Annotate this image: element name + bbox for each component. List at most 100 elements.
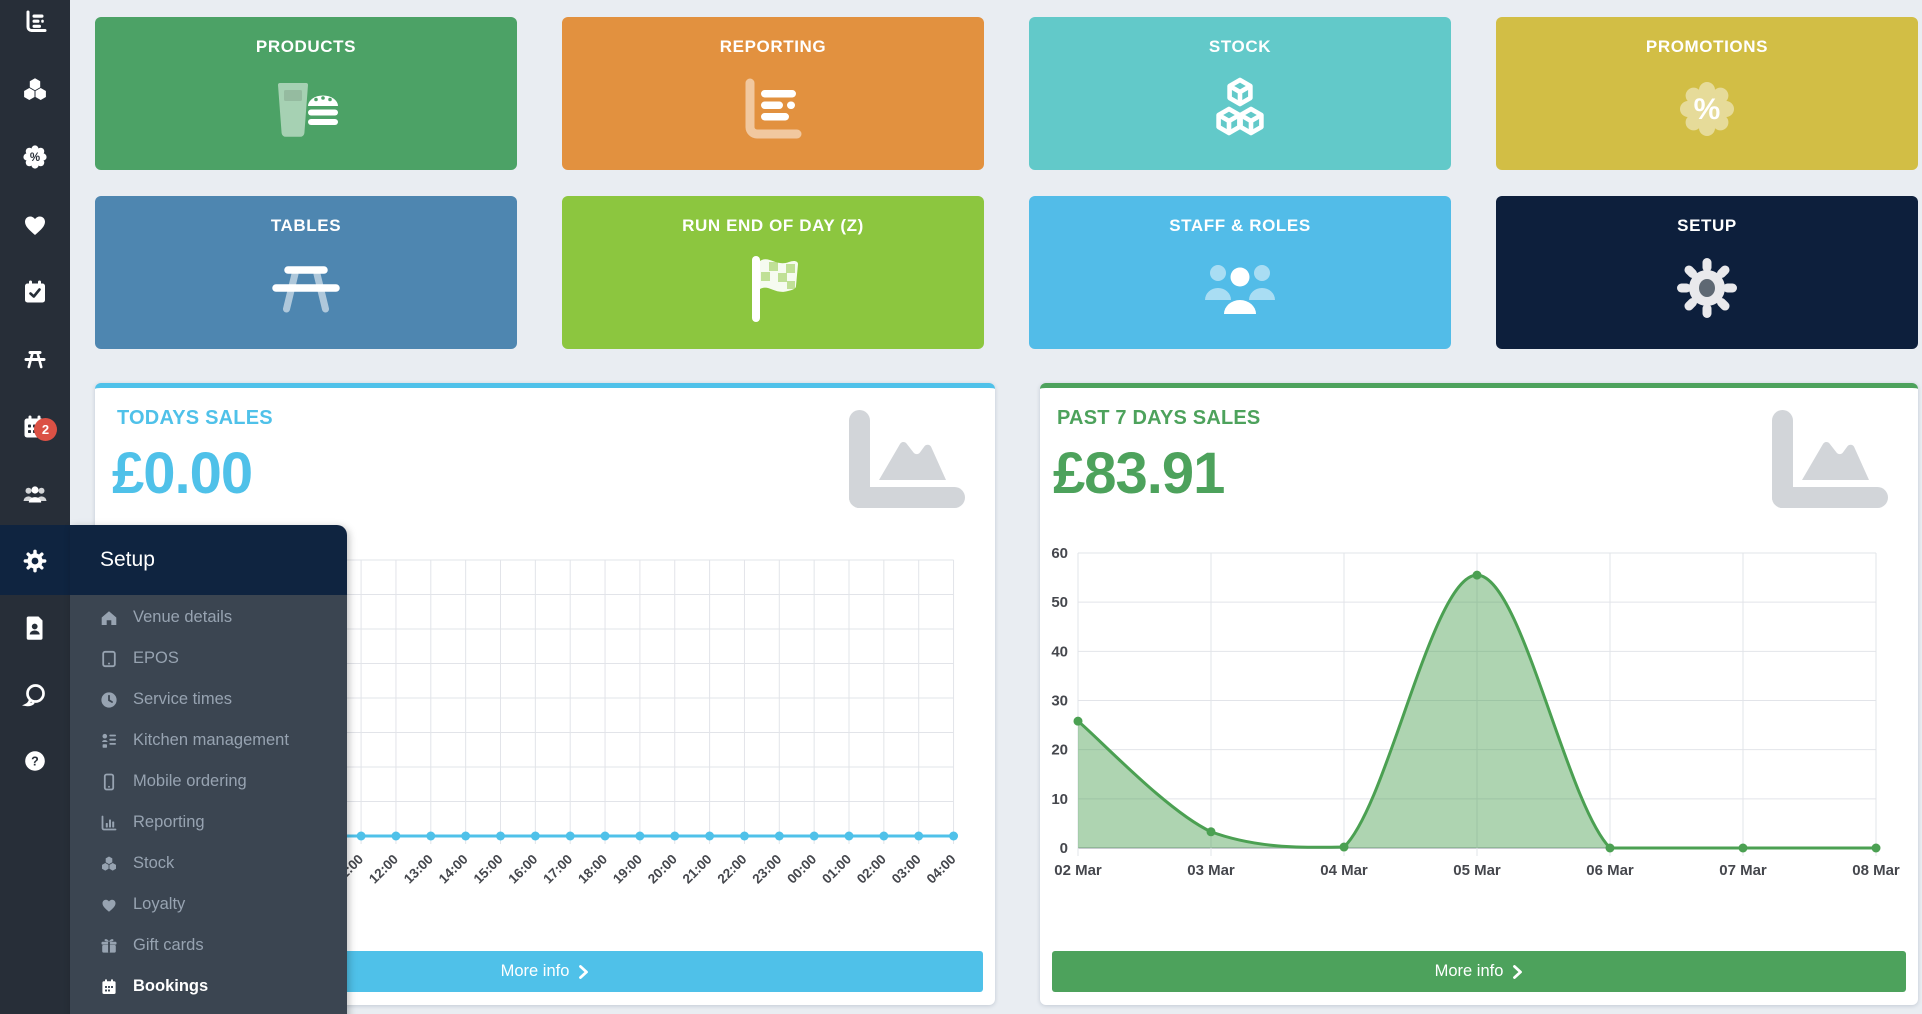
tile-label: TABLES: [270, 216, 342, 235]
tile-promotions[interactable]: PROMOTIONS %: [1496, 17, 1918, 170]
food-drink-icon: [268, 57, 344, 170]
tile-label: SETUP: [1677, 216, 1737, 235]
menu-item-gift-cards[interactable]: Gift cards: [70, 925, 347, 966]
tile-label: PROMOTIONS: [1645, 37, 1769, 56]
tables-picnic-icon[interactable]: [21, 344, 49, 372]
cubes-icon: [102, 856, 116, 871]
cubes-icon: [1205, 57, 1275, 170]
week-sales-chart: 0 10 20 30 40 50 60 02 Mar 03 Mar 04 Mar 05 Mar 06 …: [1051, 548, 1900, 879]
svg-text:0: 0: [1060, 840, 1068, 857]
todays-sales-value: £0.00: [112, 441, 253, 506]
svg-text:19:00: 19:00: [610, 852, 645, 887]
more-info-label: More info: [500, 962, 570, 980]
svg-text:15:00: 15:00: [471, 852, 506, 887]
heart-icon: [102, 899, 116, 912]
tile-label: RUN END OF DAY (Z): [682, 216, 864, 235]
area-chart-icon: [843, 410, 973, 527]
card-title: TODAYS SALES: [117, 407, 273, 429]
tile-products[interactable]: PRODUCTS: [95, 17, 517, 170]
tile-label: STOCK: [1208, 37, 1272, 56]
past-7-days-sales-card: PAST 7 DAYS SALES £83.91 0 10 20 30 40 50 60 02…: [1040, 383, 1918, 1005]
menu-item-mobile-ordering[interactable]: Mobile ordering: [70, 761, 347, 802]
calendar-icon: [102, 978, 116, 994]
tile-tables[interactable]: TABLES: [95, 196, 517, 349]
week-sales-value: £83.91: [1053, 441, 1225, 506]
tile-reporting[interactable]: REPORTING: [562, 17, 984, 170]
svg-text:12:00: 12:00: [366, 852, 401, 887]
chevron-right-icon: [579, 964, 589, 979]
menu-item-rotas[interactable]: Rotas: [70, 1007, 347, 1014]
checkered-flag-icon: [742, 236, 804, 349]
tablet-icon: [102, 650, 116, 667]
reporting-icon[interactable]: [21, 8, 49, 36]
tile-setup[interactable]: SETUP: [1496, 196, 1918, 349]
svg-text:%: %: [1694, 93, 1721, 126]
svg-text:23:00: 23:00: [749, 852, 784, 887]
svg-text:20:00: 20:00: [645, 852, 680, 887]
home-icon: [101, 610, 117, 625]
svg-text:08 Mar: 08 Mar: [1852, 862, 1900, 879]
svg-text:21:00: 21:00: [680, 852, 715, 887]
mobile-icon: [103, 773, 115, 790]
menu-item-reporting[interactable]: Reporting: [70, 802, 347, 843]
setup-submenu-list: Venue details EPOS Service times Kitchen…: [70, 595, 347, 1014]
tile-stock[interactable]: STOCK: [1029, 17, 1451, 170]
svg-text:?: ?: [31, 754, 39, 768]
tile-run-end-of-day[interactable]: RUN END OF DAY (Z): [562, 196, 984, 349]
svg-text:16:00: 16:00: [505, 852, 540, 887]
chart-icon: [101, 815, 117, 830]
svg-text:02:00: 02:00: [854, 852, 889, 887]
svg-text:60: 60: [1051, 548, 1068, 562]
svg-text:40: 40: [1051, 643, 1068, 660]
svg-text:06 Mar: 06 Mar: [1586, 862, 1634, 879]
stock-cubes-icon[interactable]: [21, 76, 49, 104]
more-info-button[interactable]: More info: [1052, 951, 1906, 992]
picnic-table-icon: [268, 236, 344, 349]
menu-item-epos[interactable]: EPOS: [70, 638, 347, 679]
gear-icon: [1674, 236, 1740, 349]
bar-chart-icon: [735, 57, 811, 170]
svg-text:03:00: 03:00: [889, 852, 924, 887]
menu-item-kitchen-management[interactable]: Kitchen management: [70, 720, 347, 761]
setup-gear-icon[interactable]: [21, 547, 49, 575]
card-title: PAST 7 DAYS SALES: [1057, 407, 1261, 429]
document-person-icon[interactable]: [21, 614, 49, 642]
more-info-label: More info: [1434, 962, 1504, 980]
svg-text:05 Mar: 05 Mar: [1453, 862, 1501, 879]
svg-text:14:00: 14:00: [436, 852, 471, 887]
staff-group-icon[interactable]: [21, 480, 49, 508]
quick-action-tiles: PRODUCTS REPORTING STOCK PROMOTIONS % TA…: [95, 17, 1918, 349]
svg-text:20: 20: [1051, 742, 1068, 759]
chevron-right-icon: [1513, 964, 1523, 979]
svg-text:10: 10: [1051, 791, 1068, 808]
tile-label: PRODUCTS: [255, 37, 357, 56]
tile-staff-roles[interactable]: STAFF & ROLES: [1029, 196, 1451, 349]
svg-text:04 Mar: 04 Mar: [1320, 862, 1368, 879]
loyalty-heart-icon[interactable]: [21, 211, 49, 239]
svg-text:%: %: [30, 152, 40, 164]
svg-text:22:00: 22:00: [715, 852, 750, 887]
clock-icon: [101, 691, 117, 708]
menu-item-loyalty[interactable]: Loyalty: [70, 884, 347, 925]
chat-bubble-icon[interactable]: [21, 681, 49, 709]
svg-text:50: 50: [1051, 594, 1068, 611]
help-icon[interactable]: ?: [21, 747, 49, 775]
kitchen-icon: [102, 733, 116, 748]
setup-submenu-title: Setup: [70, 525, 347, 595]
calendar-check-icon[interactable]: [21, 278, 49, 306]
svg-text:13:00: 13:00: [401, 852, 436, 887]
menu-item-bookings[interactable]: Bookings: [70, 966, 347, 1007]
menu-item-stock[interactable]: Stock: [70, 843, 347, 884]
svg-text:04:00: 04:00: [924, 852, 959, 887]
svg-text:00:00: 00:00: [784, 852, 819, 887]
tile-label: REPORTING: [719, 37, 827, 56]
svg-text:18:00: 18:00: [575, 852, 610, 887]
menu-item-venue-details[interactable]: Venue details: [70, 597, 347, 638]
menu-item-service-times[interactable]: Service times: [70, 679, 347, 720]
setup-submenu: Setup Venue details EPOS Service times K…: [70, 525, 347, 1014]
bookings-count-badge: 2: [34, 418, 57, 441]
svg-text:03 Mar: 03 Mar: [1187, 862, 1235, 879]
promotions-percent-icon[interactable]: %: [21, 143, 49, 171]
svg-text:17:00: 17:00: [540, 852, 575, 887]
